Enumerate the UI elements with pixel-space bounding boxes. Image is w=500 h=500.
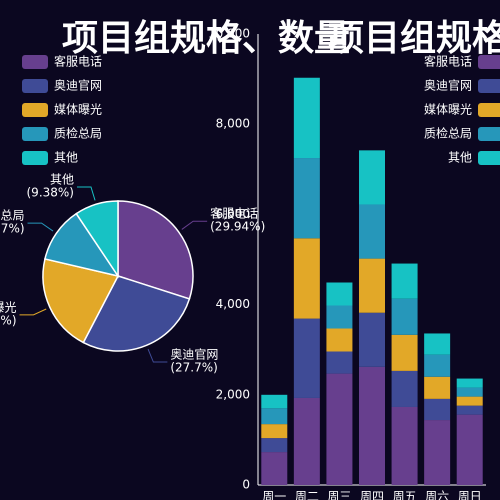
x-tick-label: 周三 bbox=[327, 490, 351, 500]
pie-slice bbox=[117, 200, 194, 300]
bar-segment bbox=[424, 376, 451, 399]
bar-segment bbox=[293, 238, 320, 319]
legend-swatch bbox=[478, 127, 500, 141]
x-tick-label: 周四 bbox=[360, 490, 384, 500]
titles: 项目组规格、数量 项目组规格 bbox=[62, 18, 500, 59]
y-tick-label: 6,000 bbox=[216, 207, 250, 221]
y-tick-label: 2,000 bbox=[216, 387, 250, 401]
legend-swatch bbox=[478, 103, 500, 117]
legend-swatch bbox=[22, 55, 48, 69]
bar-segment bbox=[293, 158, 320, 239]
legend-label: 奥迪官网 bbox=[54, 78, 102, 93]
slice-value: (11.97%) bbox=[0, 222, 25, 236]
bar-segment bbox=[359, 150, 385, 205]
bar-segment bbox=[456, 414, 483, 485]
leader-line bbox=[27, 222, 54, 232]
legend-label: 其他 bbox=[54, 151, 78, 165]
legend-label: 媒体曝光 bbox=[54, 103, 102, 117]
legend-swatch bbox=[22, 103, 48, 117]
slice-label: 奥迪官网 bbox=[170, 347, 218, 362]
bar-segment bbox=[424, 420, 451, 485]
bar-segment bbox=[326, 328, 353, 352]
legend-label: 其他 bbox=[448, 151, 472, 165]
chart-title: 项目组规格、数量 bbox=[62, 18, 350, 59]
legend-swatch bbox=[478, 79, 500, 93]
bar-segment bbox=[391, 370, 418, 407]
y-tick-label: 10,000 bbox=[208, 27, 250, 41]
legend-swatch bbox=[22, 151, 48, 165]
bar-segment bbox=[261, 438, 288, 453]
slice-value: (29.94%) bbox=[210, 220, 265, 234]
bar-segment bbox=[456, 378, 483, 388]
bar-segment bbox=[391, 334, 418, 371]
slice-label: 媒体曝光 bbox=[0, 300, 16, 314]
bar-segment bbox=[359, 204, 385, 259]
y-tick-label: 4,000 bbox=[216, 297, 250, 311]
bar-segment bbox=[359, 258, 385, 313]
slice-value: (21.01%) bbox=[0, 313, 16, 327]
legend-label: 客服电话 bbox=[54, 54, 102, 69]
x-tick-label: 周二 bbox=[295, 490, 319, 500]
bar-segment bbox=[359, 366, 385, 485]
chart-title: 项目组规格 bbox=[328, 18, 500, 59]
pie-slice bbox=[82, 275, 191, 352]
x-tick-label: 周日 bbox=[458, 490, 482, 500]
legend-label: 质检总局 bbox=[424, 126, 472, 141]
bar-segment bbox=[424, 398, 451, 421]
bar-segment bbox=[326, 305, 353, 329]
leader-line bbox=[147, 348, 168, 363]
slice-value: (27.7%) bbox=[170, 361, 217, 375]
leader-line bbox=[76, 186, 96, 201]
legend-swatch bbox=[22, 127, 48, 141]
legend-label: 奥迪官网 bbox=[424, 78, 472, 93]
legend-label: 媒体曝光 bbox=[424, 103, 472, 117]
slice-value: (9.38%) bbox=[27, 186, 74, 200]
bar-chart: 0 2,000 4,000 6,000 8,000 10,000 周一 周二 周三 周四 周五 周六周… bbox=[208, 27, 500, 500]
y-tick-label: 0 bbox=[242, 478, 250, 492]
legend-swatch bbox=[478, 151, 500, 165]
leader-line bbox=[19, 308, 47, 316]
bar-segment bbox=[359, 312, 385, 367]
bar-segment bbox=[293, 318, 320, 398]
x-tick-label: 周六 bbox=[425, 490, 449, 500]
bar-segment bbox=[456, 387, 483, 397]
bar-segment bbox=[391, 298, 418, 335]
bar-segment bbox=[391, 406, 418, 485]
leader-line bbox=[181, 220, 208, 230]
bar-segment bbox=[293, 77, 320, 159]
bar-segment bbox=[326, 351, 353, 374]
bar-segment bbox=[424, 333, 451, 355]
bar-segment bbox=[326, 373, 353, 485]
bar-segment bbox=[261, 452, 288, 485]
pie-slice bbox=[42, 258, 120, 344]
bar-segment bbox=[391, 263, 418, 299]
bar-segment bbox=[456, 396, 483, 406]
y-tick-label: 8,000 bbox=[216, 117, 250, 131]
bar-segment bbox=[261, 408, 288, 425]
bar-segment bbox=[456, 405, 483, 415]
pie-chart: 客服电话奥迪官网媒体曝光质检总局其他客服电话(29.94%)奥迪官网(27.7%… bbox=[0, 54, 265, 375]
slice-label: 质检总局 bbox=[0, 208, 25, 223]
bar-segment bbox=[261, 394, 288, 409]
bar-segment bbox=[293, 397, 320, 485]
pie-slice bbox=[75, 200, 119, 279]
legend-label: 客服电话 bbox=[424, 54, 472, 69]
x-tick-label: 周一 bbox=[262, 490, 286, 500]
x-tick-label: 周五 bbox=[393, 490, 417, 500]
legend-swatch bbox=[22, 79, 48, 93]
legend-swatch bbox=[478, 55, 500, 69]
bar-segment bbox=[326, 282, 353, 306]
bar-segment bbox=[424, 354, 451, 377]
bar-segment bbox=[261, 424, 288, 439]
slice-label: 其他 bbox=[50, 173, 74, 187]
legend-label: 质检总局 bbox=[54, 126, 102, 141]
slice-label: 客服电话 bbox=[210, 206, 258, 221]
